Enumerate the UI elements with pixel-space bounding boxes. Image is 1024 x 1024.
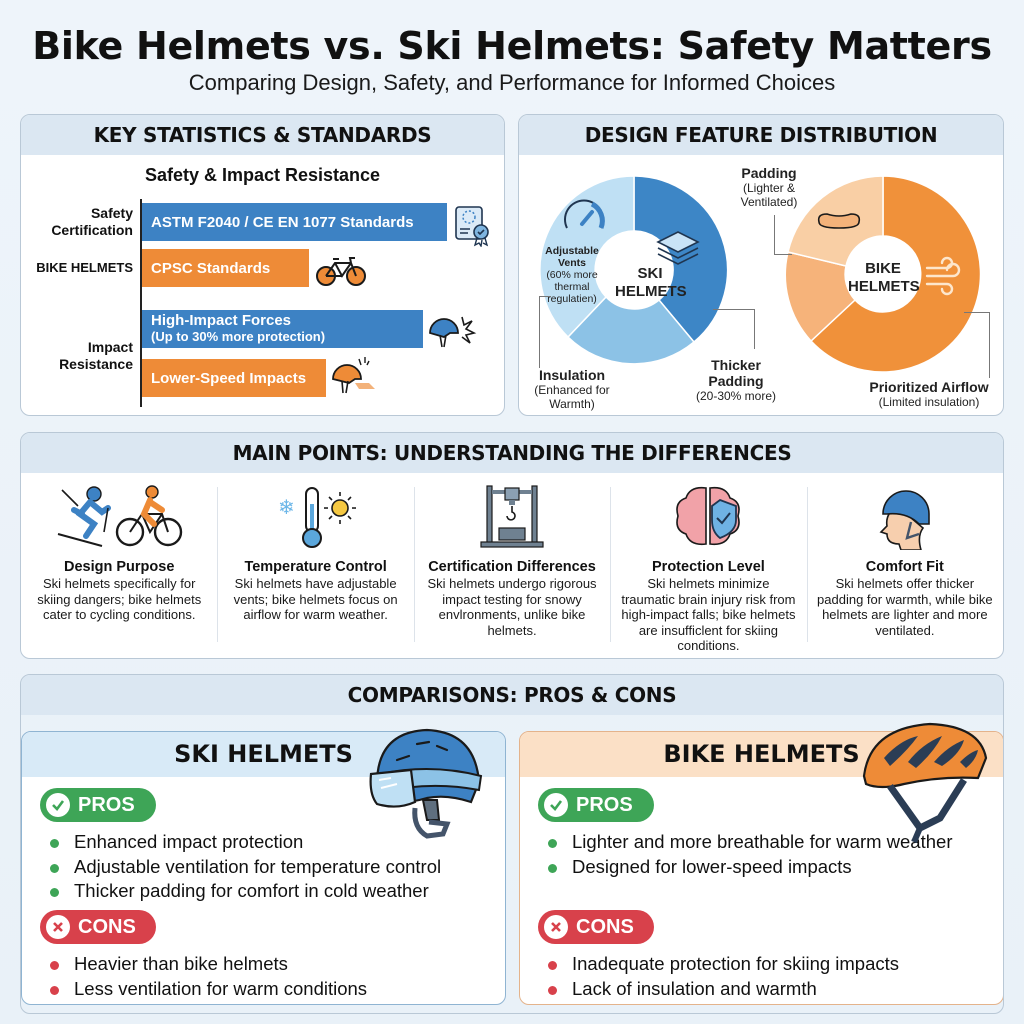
thermometer-icon: ❄ [278,486,356,548]
list-item: Lack of insulation and warmth [546,977,899,1002]
list-item: Less ventilation for warm conditions [48,977,367,1002]
list-item: Enhanced impact protection [48,830,441,855]
ski-donut-center: SKI HELMETS [615,265,687,300]
page-title: Bike Helmets vs. Ski Helmets: Safety Mat… [32,24,992,68]
main-points-heading: MAIN POINTS: UNDERSTANDING THE DIFFERENC… [21,433,1003,473]
skier-cyclist-icon [57,484,183,547]
comparisons-heading: COMPARISONS: PROS & CONS [21,675,1003,715]
comparisons-panel: COMPARISONS: PROS & CONS SKI HELMETS PRO… [20,674,1004,1014]
key-statistics-panel: KEY STATISTICS & STANDARDS Safety & Impa… [20,114,505,416]
bar-ski-impact: High-Impact Forces (Up to 30% more prote… [142,310,423,348]
list-item: Lighter and more breathable for warm wea… [546,830,952,855]
padding-leader-line [713,309,755,349]
bicycle-icon [316,257,366,286]
design-heading: DESIGN FEATURE DISTRIBUTION [519,115,1003,155]
ski-cons-list: Heavier than bike helmets Less ventilati… [48,952,367,1001]
bike-helmets-card: BIKE HELMETS PROS Lighter and more breat… [519,722,1003,1005]
ski-pros-badge: PROS [40,788,156,822]
bike-helmet-icon [862,722,988,844]
list-item: Designed for lower-speed impacts [546,855,952,880]
row-label-impact: Impact Resistance [59,339,133,372]
list-item: Adjustable ventilation for temperature c… [48,855,441,880]
ski-vents-label: Adjustable Vents (60% more thermal regul… [545,245,599,305]
head-helmet-icon [879,489,930,550]
padding-icon [817,213,861,229]
bike-padding-label: Padding (Lighter & Ventilated) [740,165,798,209]
helmet-impact-icon [429,316,477,348]
design-distribution-panel: DESIGN FEATURE DISTRIBUTION SKI HELMETS … [518,114,1004,416]
axis-line [140,199,142,407]
ski-padding-label: Thicker Padding (20-30% more) [695,357,777,403]
stats-subheading: Safety & Impact Resistance [144,165,381,185]
ski-helmets-card: SKI HELMETS PROS Enhanced impact protect… [21,728,506,1005]
wind-icon [925,256,961,296]
row-label-bike: BIKE HELMETS [36,260,133,275]
certificate-icon [455,206,489,247]
check-icon [544,793,568,817]
list-item: Heavier than bike helmets [48,952,367,977]
bike-pros-list: Lighter and more breathable for warm wea… [546,830,952,879]
check-icon [46,793,70,817]
stats-heading: KEY STATISTICS & STANDARDS [21,115,504,155]
ski-pros-list: Enhanced impact protection Adjustable ve… [48,830,441,904]
point-temperature-control: ❄ Temperature Control Ski helmets have a… [217,473,413,658]
bike-cons-list: Inadequate protection for skiing impacts… [546,952,899,1001]
bike-padding-leader-line [774,215,792,255]
bar-bike-impact: Lower-Speed Impacts [142,359,326,397]
bike-airflow-label: Prioritized Airflow (Limited insulation) [869,379,989,409]
layers-icon [656,231,700,265]
bike-donut-center: BIKE HELMETS [848,260,920,295]
gauge-icon [564,199,605,229]
bar-bike-certification: CPSC Standards [142,249,309,287]
svg-text:❄: ❄ [278,495,295,519]
brain-shield-icon [676,486,741,545]
bike-donut-chart [784,175,982,373]
point-protection-level: Protection Level Ski helmets minimize tr… [610,473,806,658]
insulation-leader-line [539,296,551,368]
list-item: Thicker padding for comfort in cold weat… [48,879,441,904]
impact-test-machine-icon [480,484,544,548]
x-icon [46,915,70,939]
page-subtitle: Comparing Design, Safety, and Performanc… [188,70,836,95]
ski-donut-chart [539,175,729,365]
ski-cons-badge: CONS [40,910,156,944]
helmet-light-impact-icon [332,357,375,394]
x-icon [544,915,568,939]
ski-helmet-icon [369,728,483,839]
row-label-safety: Safety Certification [51,205,133,238]
airflow-leader-line [964,312,990,378]
point-design-purpose: Design Purpose Ski helmets specifically … [21,473,217,658]
point-comfort-fit: Comfort Fit Ski helmets offer thicker pa… [806,473,1003,658]
bike-cons-badge: CONS [538,910,654,944]
main-points-panel: MAIN POINTS: UNDERSTANDING THE DIFFERENC… [20,432,1004,659]
point-certification-differences: Certification Differences Ski helmets un… [413,473,610,658]
ski-insulation-label: Insulation (Enhanced for Warmth) [534,367,610,411]
list-item: Inadequate protection for skiing impacts [546,952,899,977]
bar-ski-certification: ASTM F2040 / CE EN 1077 Standards [142,203,447,241]
bike-pros-badge: PROS [538,788,654,822]
